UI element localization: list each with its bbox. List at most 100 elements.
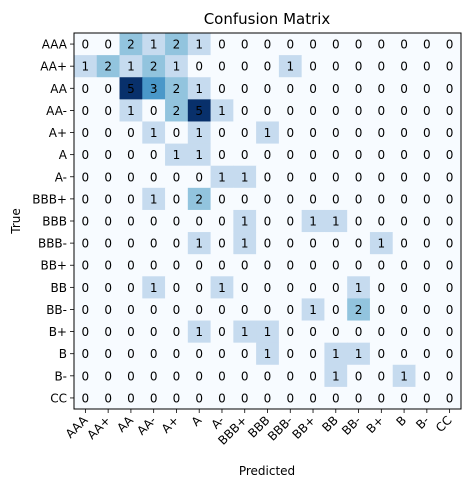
cell-value-label: 0: [264, 281, 272, 295]
cell-value-label: 0: [400, 148, 408, 162]
heatmap-cell: [210, 342, 234, 366]
y-tick-label: B-: [54, 369, 67, 383]
y-tick-label: BB-: [46, 303, 67, 317]
cell-value-label: 2: [127, 38, 135, 52]
heatmap-cell: [210, 320, 234, 344]
cell-value-label: 0: [332, 303, 340, 317]
cell-value-label: 1: [355, 281, 363, 295]
cell-value-label: 0: [446, 347, 454, 361]
heatmap-cell: [96, 320, 120, 344]
cell-value-label: 0: [195, 215, 203, 229]
cell-value-label: 1: [82, 60, 90, 74]
heatmap-cell: [96, 165, 120, 189]
cell-value-label: 0: [127, 237, 135, 251]
cell-value-label: 0: [173, 215, 181, 229]
cell-value-label: 0: [286, 82, 294, 96]
cell-value-label: 0: [150, 259, 158, 273]
heatmap-cell: [278, 165, 303, 189]
cell-value-label: 0: [423, 369, 431, 383]
y-tick-label: A-: [55, 170, 67, 184]
heatmap-cell: [142, 121, 166, 144]
cell-value-label: 1: [127, 104, 135, 118]
heatmap-cell: [392, 276, 416, 299]
heatmap-cell: [119, 254, 143, 277]
heatmap-cell: [347, 386, 371, 410]
heatmap-cell: [233, 187, 257, 211]
heatmap-cell: [278, 99, 303, 122]
cell-value-label: 0: [423, 259, 431, 273]
heatmap-cell: [256, 121, 280, 144]
heatmap-cell: [74, 187, 98, 211]
cell-value-label: 0: [218, 325, 226, 339]
heatmap-cell: [74, 55, 98, 78]
heatmap-cell: [278, 33, 303, 56]
heatmap-cell: [438, 276, 462, 299]
cell-value-label: 0: [446, 369, 454, 383]
heatmap-cell: [324, 364, 348, 388]
heatmap-cell: [438, 342, 462, 366]
heatmap-cell: [142, 342, 166, 366]
cell-value-label: 0: [82, 82, 90, 96]
cell-value-label: 0: [82, 325, 90, 339]
heatmap-cell: [256, 386, 280, 410]
cell-value-label: 0: [332, 259, 340, 273]
heatmap-cell: [74, 320, 98, 344]
cell-value-label: 0: [218, 215, 226, 229]
cell-value-label: 0: [264, 170, 272, 184]
cell-value-label: 0: [195, 347, 203, 361]
cell-value-label: 0: [423, 325, 431, 339]
cell-value-label: 0: [218, 148, 226, 162]
cell-value-label: 0: [355, 237, 363, 251]
heatmap-cell: [369, 187, 394, 211]
heatmap-cell: [415, 165, 439, 189]
cell-value-label: 0: [309, 126, 317, 140]
cell-value-label: 0: [218, 391, 226, 405]
cell-value-label: 0: [104, 281, 112, 295]
cell-value-label: 0: [104, 82, 112, 96]
heatmap-cell: [347, 298, 371, 321]
heatmap-cell: [301, 187, 325, 211]
cell-value-label: 0: [423, 215, 431, 229]
heatmap-cell: [74, 276, 98, 299]
cell-value-label: 0: [377, 303, 385, 317]
cell-value-label: 0: [264, 215, 272, 229]
cell-value-label: 1: [400, 369, 408, 383]
cell-value-label: 0: [423, 192, 431, 206]
y-tick-label: A: [59, 148, 68, 162]
heatmap-cell: [119, 121, 143, 144]
heatmap-cell: [187, 209, 211, 233]
cell-value-label: 0: [82, 347, 90, 361]
cell-value-label: 0: [355, 192, 363, 206]
heatmap-cell: [119, 77, 143, 100]
cell-value-label: 0: [309, 148, 317, 162]
cell-value-label: 0: [82, 192, 90, 206]
cell-value-label: 0: [286, 369, 294, 383]
heatmap-cell: [187, 254, 211, 277]
cell-value-label: 0: [286, 170, 294, 184]
heatmap-cell: [415, 209, 439, 233]
cell-value-label: 0: [104, 126, 112, 140]
y-tick-label: BBB+: [32, 192, 67, 206]
heatmap-cell: [392, 33, 416, 56]
cell-value-label: 0: [309, 259, 317, 273]
heatmap-cell: [210, 99, 234, 122]
cell-value-label: 0: [218, 82, 226, 96]
cell-value-label: 3: [150, 82, 158, 96]
cell-value-label: 0: [377, 148, 385, 162]
cell-value-label: 0: [355, 104, 363, 118]
x-tick-label: AA: [114, 413, 136, 435]
cell-value-label: 1: [173, 60, 181, 74]
x-tick-label: AA-: [134, 413, 159, 438]
cell-value-label: 0: [241, 303, 249, 317]
cell-value-label: 1: [173, 148, 181, 162]
heatmap-cell: [96, 364, 120, 388]
heatmap-cell: [96, 99, 120, 122]
cell-value-label: 0: [286, 192, 294, 206]
cell-value-label: 0: [195, 281, 203, 295]
heatmap-cell: [438, 386, 462, 410]
y-tick-label: AA+: [40, 60, 67, 74]
heatmap-cell: [187, 121, 211, 144]
cell-value-label: 0: [423, 126, 431, 140]
heatmap-cell: [233, 165, 257, 189]
